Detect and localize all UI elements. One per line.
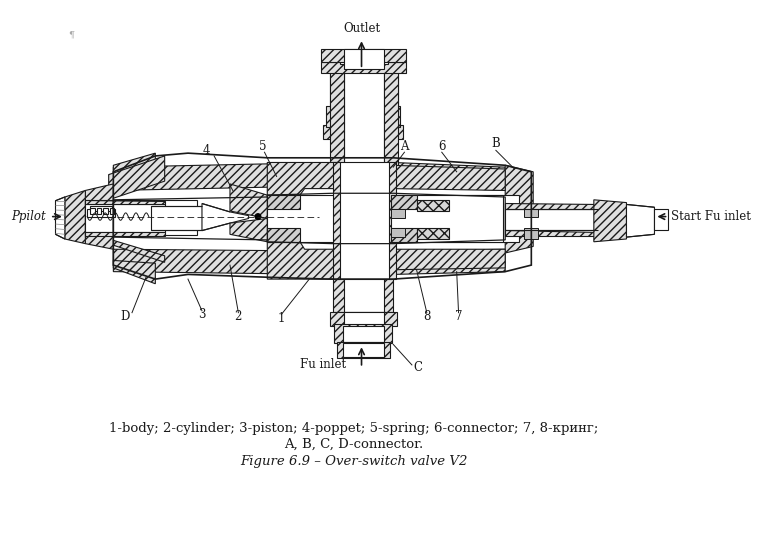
Bar	[103, 208, 107, 214]
Bar	[323, 125, 403, 139]
Text: Start Fu inlet: Start Fu inlet	[671, 210, 751, 223]
Bar	[90, 206, 112, 211]
Text: D: D	[120, 310, 129, 323]
Polygon shape	[55, 197, 65, 239]
Polygon shape	[202, 204, 248, 231]
Bar	[338, 163, 391, 279]
Bar	[267, 195, 519, 242]
Polygon shape	[391, 249, 505, 270]
Bar	[388, 163, 396, 279]
Text: Outlet: Outlet	[343, 22, 380, 35]
Polygon shape	[109, 156, 165, 200]
Text: 5: 5	[259, 140, 266, 153]
Bar	[505, 209, 599, 230]
Polygon shape	[109, 239, 165, 262]
Circle shape	[255, 214, 260, 220]
Polygon shape	[593, 200, 627, 242]
Text: Ppilot: Ppilot	[11, 210, 46, 223]
Bar	[332, 163, 393, 186]
Bar	[416, 200, 449, 211]
Polygon shape	[267, 228, 300, 242]
Bar	[86, 200, 198, 235]
Text: Fu inlet: Fu inlet	[301, 358, 347, 370]
Bar	[332, 274, 393, 312]
Bar	[335, 324, 392, 343]
Bar	[110, 208, 114, 214]
Polygon shape	[230, 219, 267, 242]
Bar	[87, 209, 115, 216]
Text: 2: 2	[235, 310, 242, 323]
Text: Figure 6.9 – Over-switch valve V2: Figure 6.9 – Over-switch valve V2	[241, 456, 468, 469]
Polygon shape	[267, 240, 338, 279]
Polygon shape	[114, 163, 332, 190]
Polygon shape	[505, 230, 599, 236]
Text: A, B, C, D-connector.: A, B, C, D-connector.	[285, 438, 424, 451]
Polygon shape	[114, 249, 332, 274]
Text: A: A	[400, 140, 409, 153]
Polygon shape	[267, 163, 338, 195]
Text: 3: 3	[198, 308, 206, 321]
Bar	[330, 69, 344, 167]
Polygon shape	[391, 195, 416, 209]
Polygon shape	[627, 205, 655, 237]
Polygon shape	[230, 184, 267, 219]
Polygon shape	[114, 261, 155, 284]
Bar	[655, 209, 668, 230]
Bar	[524, 209, 538, 216]
Bar	[338, 342, 391, 358]
Bar	[97, 208, 101, 214]
Bar	[344, 69, 384, 167]
Polygon shape	[114, 153, 155, 179]
Bar	[151, 206, 202, 230]
Polygon shape	[393, 249, 505, 274]
Bar	[391, 209, 405, 219]
Text: 4: 4	[203, 144, 210, 157]
Text: C: C	[413, 361, 422, 374]
Bar	[343, 326, 384, 342]
Polygon shape	[391, 228, 416, 242]
Polygon shape	[65, 190, 86, 244]
Bar	[332, 249, 393, 274]
Bar	[384, 69, 398, 167]
Polygon shape	[505, 203, 599, 209]
Bar	[391, 228, 405, 237]
Bar	[416, 228, 449, 239]
Text: 8: 8	[423, 310, 431, 323]
Polygon shape	[86, 204, 183, 232]
Bar	[330, 69, 398, 108]
Text: ¶: ¶	[68, 30, 74, 39]
Polygon shape	[505, 165, 533, 253]
Bar	[344, 49, 384, 69]
Polygon shape	[391, 165, 505, 190]
Text: B: B	[491, 138, 500, 150]
Bar	[332, 163, 340, 279]
Polygon shape	[393, 163, 505, 190]
Bar	[322, 49, 407, 62]
Polygon shape	[86, 231, 165, 236]
Polygon shape	[86, 184, 114, 249]
Bar	[330, 312, 397, 326]
Bar	[344, 312, 384, 326]
Text: 1: 1	[278, 312, 285, 325]
Bar	[322, 62, 407, 73]
Bar	[344, 274, 384, 312]
Text: 1-body; 2-cylinder; 3-piston; 4-poppet; 5-spring; 6-connector; 7, 8-кринг;: 1-body; 2-cylinder; 3-piston; 4-poppet; …	[109, 422, 599, 435]
Bar	[326, 107, 400, 127]
Bar	[340, 51, 388, 63]
Bar	[524, 228, 538, 239]
Text: 6: 6	[438, 140, 446, 153]
Bar	[343, 343, 384, 357]
Polygon shape	[86, 200, 165, 205]
Bar	[90, 208, 95, 214]
Bar	[391, 195, 503, 242]
Text: 7: 7	[455, 310, 463, 323]
Polygon shape	[267, 195, 300, 209]
